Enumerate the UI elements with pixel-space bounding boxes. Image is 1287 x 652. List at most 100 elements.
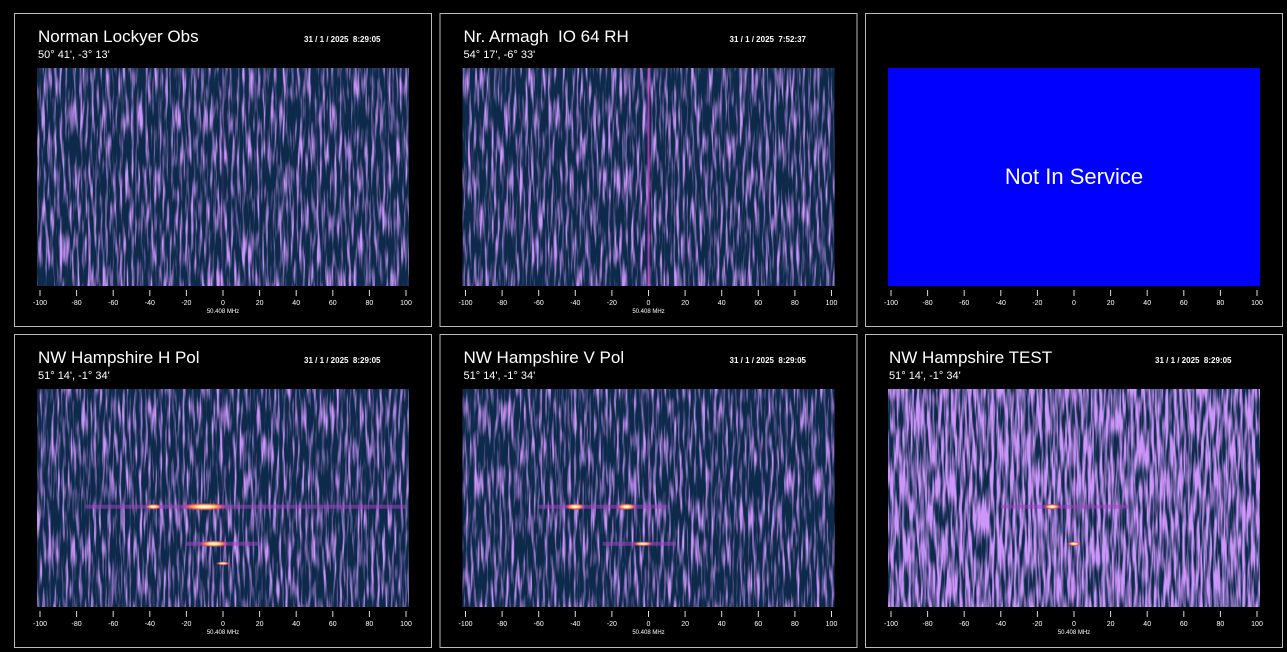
x-tick-label: -20	[1032, 621, 1042, 628]
x-tick-label: -40	[145, 621, 155, 628]
x-tick-label: 60	[754, 300, 762, 307]
x-tick-label: 100	[400, 621, 412, 628]
x-tick-label: 20	[1107, 621, 1115, 628]
panel-timestamp: 31 / 1 / 2025 7:52:37	[730, 35, 807, 44]
x-tick-label: 0	[1072, 300, 1076, 307]
panel-timestamp: 31 / 1 / 2025 8:29:05	[304, 356, 381, 365]
signal-streak	[1000, 504, 1129, 509]
panel-coords: 51° 14', -1° 34'	[38, 370, 110, 382]
signal-trace	[615, 503, 638, 511]
x-tick-label: 0	[647, 300, 651, 307]
panel-title: NW Hampshire H Pol	[38, 348, 200, 367]
panel-title: NW Hampshire TEST	[889, 348, 1052, 367]
x-tick-label: 40	[718, 621, 726, 628]
x-tick-label: -80	[72, 300, 82, 307]
x-tick-label: 80	[366, 300, 374, 307]
panel-frame	[439, 334, 858, 648]
panel-coords: 51° 14', -1° 34'	[464, 370, 536, 382]
x-tick-label: 80	[1217, 300, 1225, 307]
signal-trace	[215, 561, 231, 566]
panel-frame	[439, 13, 858, 327]
offline-area	[888, 68, 1260, 286]
x-tick-label: 40	[1143, 621, 1151, 628]
x-tick-label: 20	[681, 300, 689, 307]
signal-trace	[1042, 503, 1062, 510]
x-tick-label: -60	[959, 621, 969, 628]
x-tick-label: -60	[108, 300, 118, 307]
signal-trace	[1066, 541, 1082, 547]
x-tick-label: -80	[497, 621, 507, 628]
x-tick-label: 40	[718, 300, 726, 307]
x-tick-label: 100	[400, 300, 412, 307]
center-line	[648, 389, 649, 607]
x-tick-label: -20	[607, 300, 617, 307]
x-tick-label: 100	[826, 300, 838, 307]
panel-title: Norman Lockyer Obs	[38, 27, 199, 46]
spectrogram-noise	[462, 389, 835, 607]
freq-label: 50.408 MHz	[632, 309, 664, 315]
x-tick-label: 60	[754, 621, 762, 628]
panel-coords: 51° 14', -1° 34'	[889, 370, 961, 382]
x-tick-label: 80	[1217, 621, 1225, 628]
panel-timestamp: 31 / 1 / 2025 8:29:05	[730, 356, 807, 365]
signal-trace	[144, 503, 163, 510]
signal-streak	[85, 504, 406, 509]
signal-streak	[538, 504, 667, 509]
status-text: Not In Service	[1005, 164, 1143, 189]
freq-label: 50.408 MHz	[207, 630, 239, 636]
x-tick-label: -40	[996, 300, 1006, 307]
panel: Norman Lockyer Obs 50° 41', -3° 13' 31 / 1…	[14, 13, 432, 327]
x-tick-label: 100	[826, 621, 838, 628]
center-line	[222, 68, 224, 286]
panel-frame	[14, 334, 432, 648]
x-tick-label: -20	[181, 621, 191, 628]
x-tick-label: -100	[884, 621, 898, 628]
x-tick-label: -40	[145, 300, 155, 307]
panel-frame	[14, 13, 432, 327]
x-tick-label: -100	[458, 621, 472, 628]
x-tick-label: 60	[329, 621, 337, 628]
x-tick-label: -100	[33, 621, 47, 628]
x-tick-label: 20	[256, 300, 264, 307]
x-tick-label: -80	[923, 300, 933, 307]
x-tick-label: 80	[791, 621, 799, 628]
x-tick-label: -20	[181, 300, 191, 307]
x-tick-label: -60	[534, 621, 544, 628]
center-line	[1073, 389, 1075, 607]
freq-label: 50.408 MHz	[207, 309, 239, 315]
panel: Not In Service -100 -80 -60 -40 -20 0 20 40 60 80 1…	[865, 13, 1283, 327]
x-tick-label: -80	[72, 621, 82, 628]
x-tick-label: 60	[1180, 300, 1188, 307]
x-tick-label: 20	[1107, 300, 1115, 307]
x-tick-label: 100	[1251, 300, 1263, 307]
x-tick-label: 40	[292, 300, 300, 307]
x-tick-label: 80	[791, 300, 799, 307]
x-tick-label: -40	[570, 621, 580, 628]
x-tick-label: -60	[534, 300, 544, 307]
freq-label: 50.408 MHz	[632, 630, 664, 636]
signal-trace	[564, 503, 587, 511]
x-tick-label: -60	[108, 621, 118, 628]
x-tick-label: 0	[221, 621, 225, 628]
x-tick-label: 40	[292, 621, 300, 628]
freq-label: 50.408 MHz	[1058, 630, 1090, 636]
x-tick-label: 60	[1180, 621, 1188, 628]
panel-coords: 54° 17', -6° 33'	[464, 49, 536, 61]
panel-timestamp: 31 / 1 / 2025 8:29:05	[1155, 356, 1232, 365]
signal-trace	[179, 502, 231, 511]
x-tick-label: -60	[959, 300, 969, 307]
x-tick-label: -20	[607, 621, 617, 628]
x-tick-label: -100	[884, 300, 898, 307]
panel-title: Nr. Armagh IO 64 RH	[464, 27, 629, 46]
x-tick-label: -40	[996, 621, 1006, 628]
x-tick-label: -20	[1032, 300, 1042, 307]
panel-timestamp: 31 / 1 / 2025 8:29:05	[304, 35, 381, 44]
panel: NW Hampshire TEST 51° 14', -1° 34' 31 / 1 …	[865, 334, 1283, 648]
panel-frame	[865, 334, 1283, 648]
x-tick-label: 20	[256, 621, 264, 628]
panel-title: NW Hampshire V Pol	[464, 348, 625, 367]
x-tick-label: 20	[681, 621, 689, 628]
x-tick-label: 80	[366, 621, 374, 628]
panel: NW Hampshire H Pol 51° 14', -1° 34' 31 / 1…	[14, 334, 432, 648]
